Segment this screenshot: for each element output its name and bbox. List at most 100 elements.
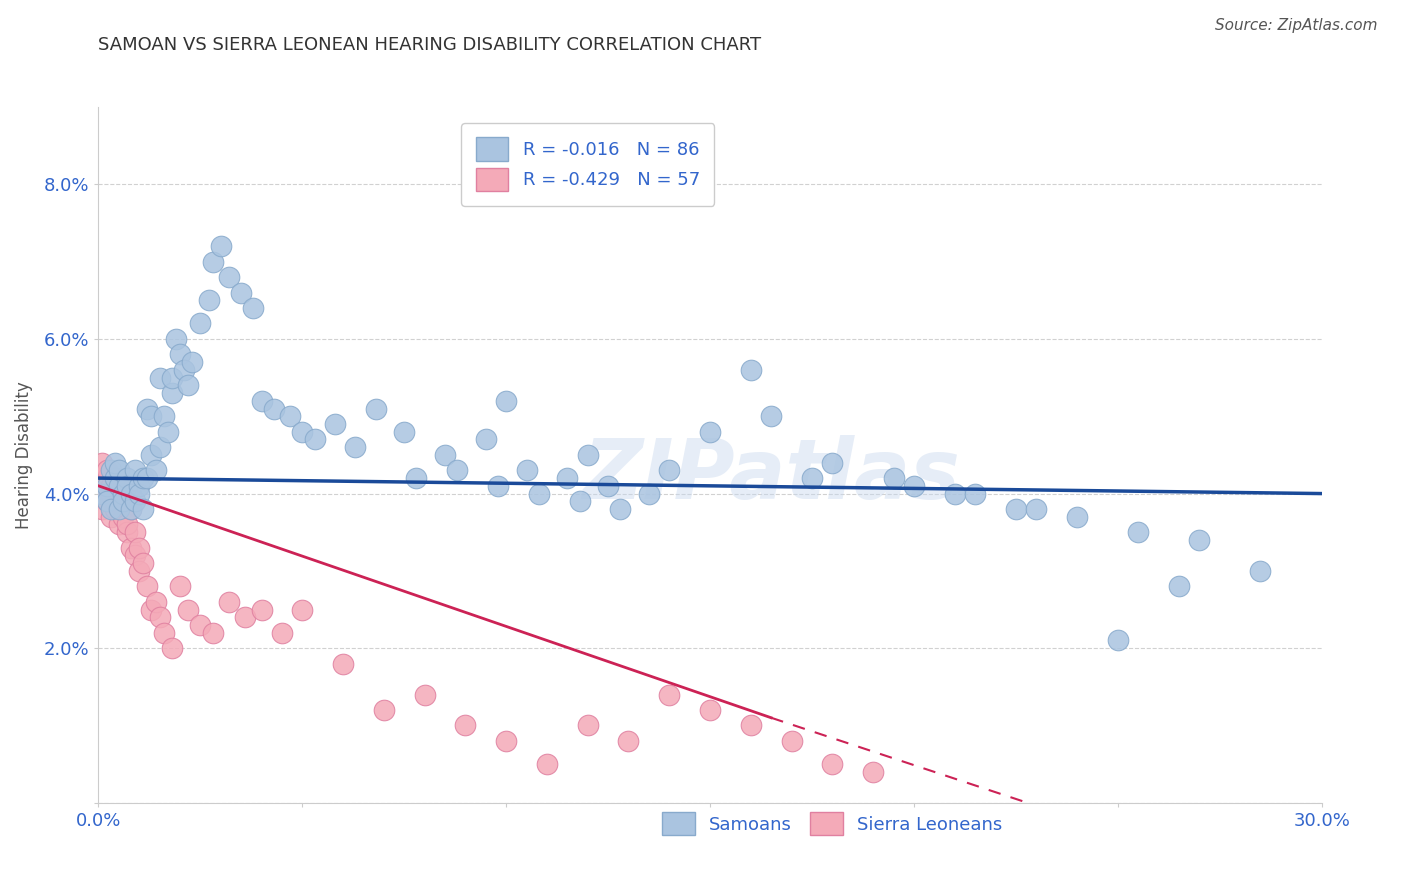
Point	[373, 703, 395, 717]
Point	[108, 517, 131, 532]
Y-axis label: Hearing Disability: Hearing Disability	[14, 381, 32, 529]
Point	[96, 494, 118, 508]
Point	[446, 463, 468, 477]
Point	[454, 718, 477, 732]
Point	[169, 579, 191, 593]
Point	[108, 486, 131, 500]
Point	[965, 486, 987, 500]
Point	[111, 509, 134, 524]
Point	[91, 456, 114, 470]
Point	[152, 625, 174, 640]
Point	[943, 486, 966, 500]
Point	[136, 579, 159, 593]
Point	[270, 625, 294, 640]
Point	[197, 293, 219, 308]
Point	[658, 688, 681, 702]
Text: ZIPatlas: ZIPatlas	[582, 435, 960, 516]
Point	[903, 479, 925, 493]
Point	[115, 471, 138, 485]
Point	[218, 270, 240, 285]
Point	[108, 479, 131, 493]
Point	[136, 401, 159, 416]
Point	[188, 618, 212, 632]
Point	[231, 285, 253, 300]
Point	[609, 502, 631, 516]
Point	[124, 525, 146, 540]
Point	[1107, 633, 1129, 648]
Point	[862, 764, 884, 779]
Point	[1066, 509, 1088, 524]
Point	[250, 393, 273, 408]
Point	[104, 494, 127, 508]
Point	[576, 718, 599, 732]
Point	[1167, 579, 1189, 593]
Point	[104, 471, 127, 485]
Point	[160, 386, 183, 401]
Point	[883, 471, 905, 485]
Point	[91, 502, 114, 516]
Text: Source: ZipAtlas.com: Source: ZipAtlas.com	[1215, 18, 1378, 33]
Point	[598, 479, 620, 493]
Point	[278, 409, 301, 424]
Point	[96, 479, 118, 493]
Point	[364, 401, 387, 416]
Point	[699, 425, 721, 439]
Point	[527, 486, 550, 500]
Point	[568, 494, 591, 508]
Point	[120, 502, 142, 516]
Point	[87, 486, 110, 500]
Point	[761, 409, 783, 424]
Point	[332, 657, 354, 671]
Point	[413, 688, 436, 702]
Point	[780, 734, 803, 748]
Point	[740, 363, 762, 377]
Point	[124, 549, 146, 563]
Point	[111, 486, 134, 500]
Point	[128, 479, 150, 493]
Point	[115, 525, 138, 540]
Point	[100, 479, 122, 493]
Point	[291, 602, 314, 616]
Point	[699, 703, 721, 717]
Point	[434, 448, 457, 462]
Point	[821, 456, 844, 470]
Point	[617, 734, 640, 748]
Point	[96, 471, 118, 485]
Point	[1004, 502, 1026, 516]
Point	[124, 463, 146, 477]
Point	[104, 456, 127, 470]
Point	[91, 486, 114, 500]
Point	[250, 602, 273, 616]
Point	[120, 541, 142, 555]
Point	[201, 625, 224, 640]
Point	[91, 479, 114, 493]
Point	[100, 502, 122, 516]
Point	[149, 610, 172, 624]
Point	[263, 401, 285, 416]
Point	[474, 433, 498, 447]
Point	[555, 471, 579, 485]
Point	[100, 509, 122, 524]
Point	[160, 370, 183, 384]
Point	[128, 564, 150, 578]
Point	[536, 757, 558, 772]
Point	[124, 494, 146, 508]
Point	[233, 610, 256, 624]
Point	[576, 448, 599, 462]
Point	[516, 463, 538, 477]
Point	[173, 363, 195, 377]
Point	[115, 517, 138, 532]
Point	[141, 409, 163, 424]
Point	[323, 417, 346, 431]
Point	[1188, 533, 1211, 547]
Point	[128, 486, 150, 500]
Point	[96, 463, 118, 477]
Point	[96, 494, 118, 508]
Text: SAMOAN VS SIERRA LEONEAN HEARING DISABILITY CORRELATION CHART: SAMOAN VS SIERRA LEONEAN HEARING DISABIL…	[98, 36, 762, 54]
Point	[160, 641, 183, 656]
Point	[242, 301, 264, 315]
Legend: Samoans, Sierra Leoneans: Samoans, Sierra Leoneans	[655, 805, 1010, 842]
Point	[181, 355, 204, 369]
Point	[149, 370, 172, 384]
Point	[1025, 502, 1047, 516]
